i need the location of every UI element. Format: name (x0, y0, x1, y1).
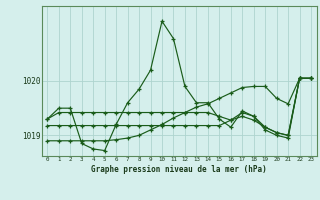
X-axis label: Graphe pression niveau de la mer (hPa): Graphe pression niveau de la mer (hPa) (91, 165, 267, 174)
